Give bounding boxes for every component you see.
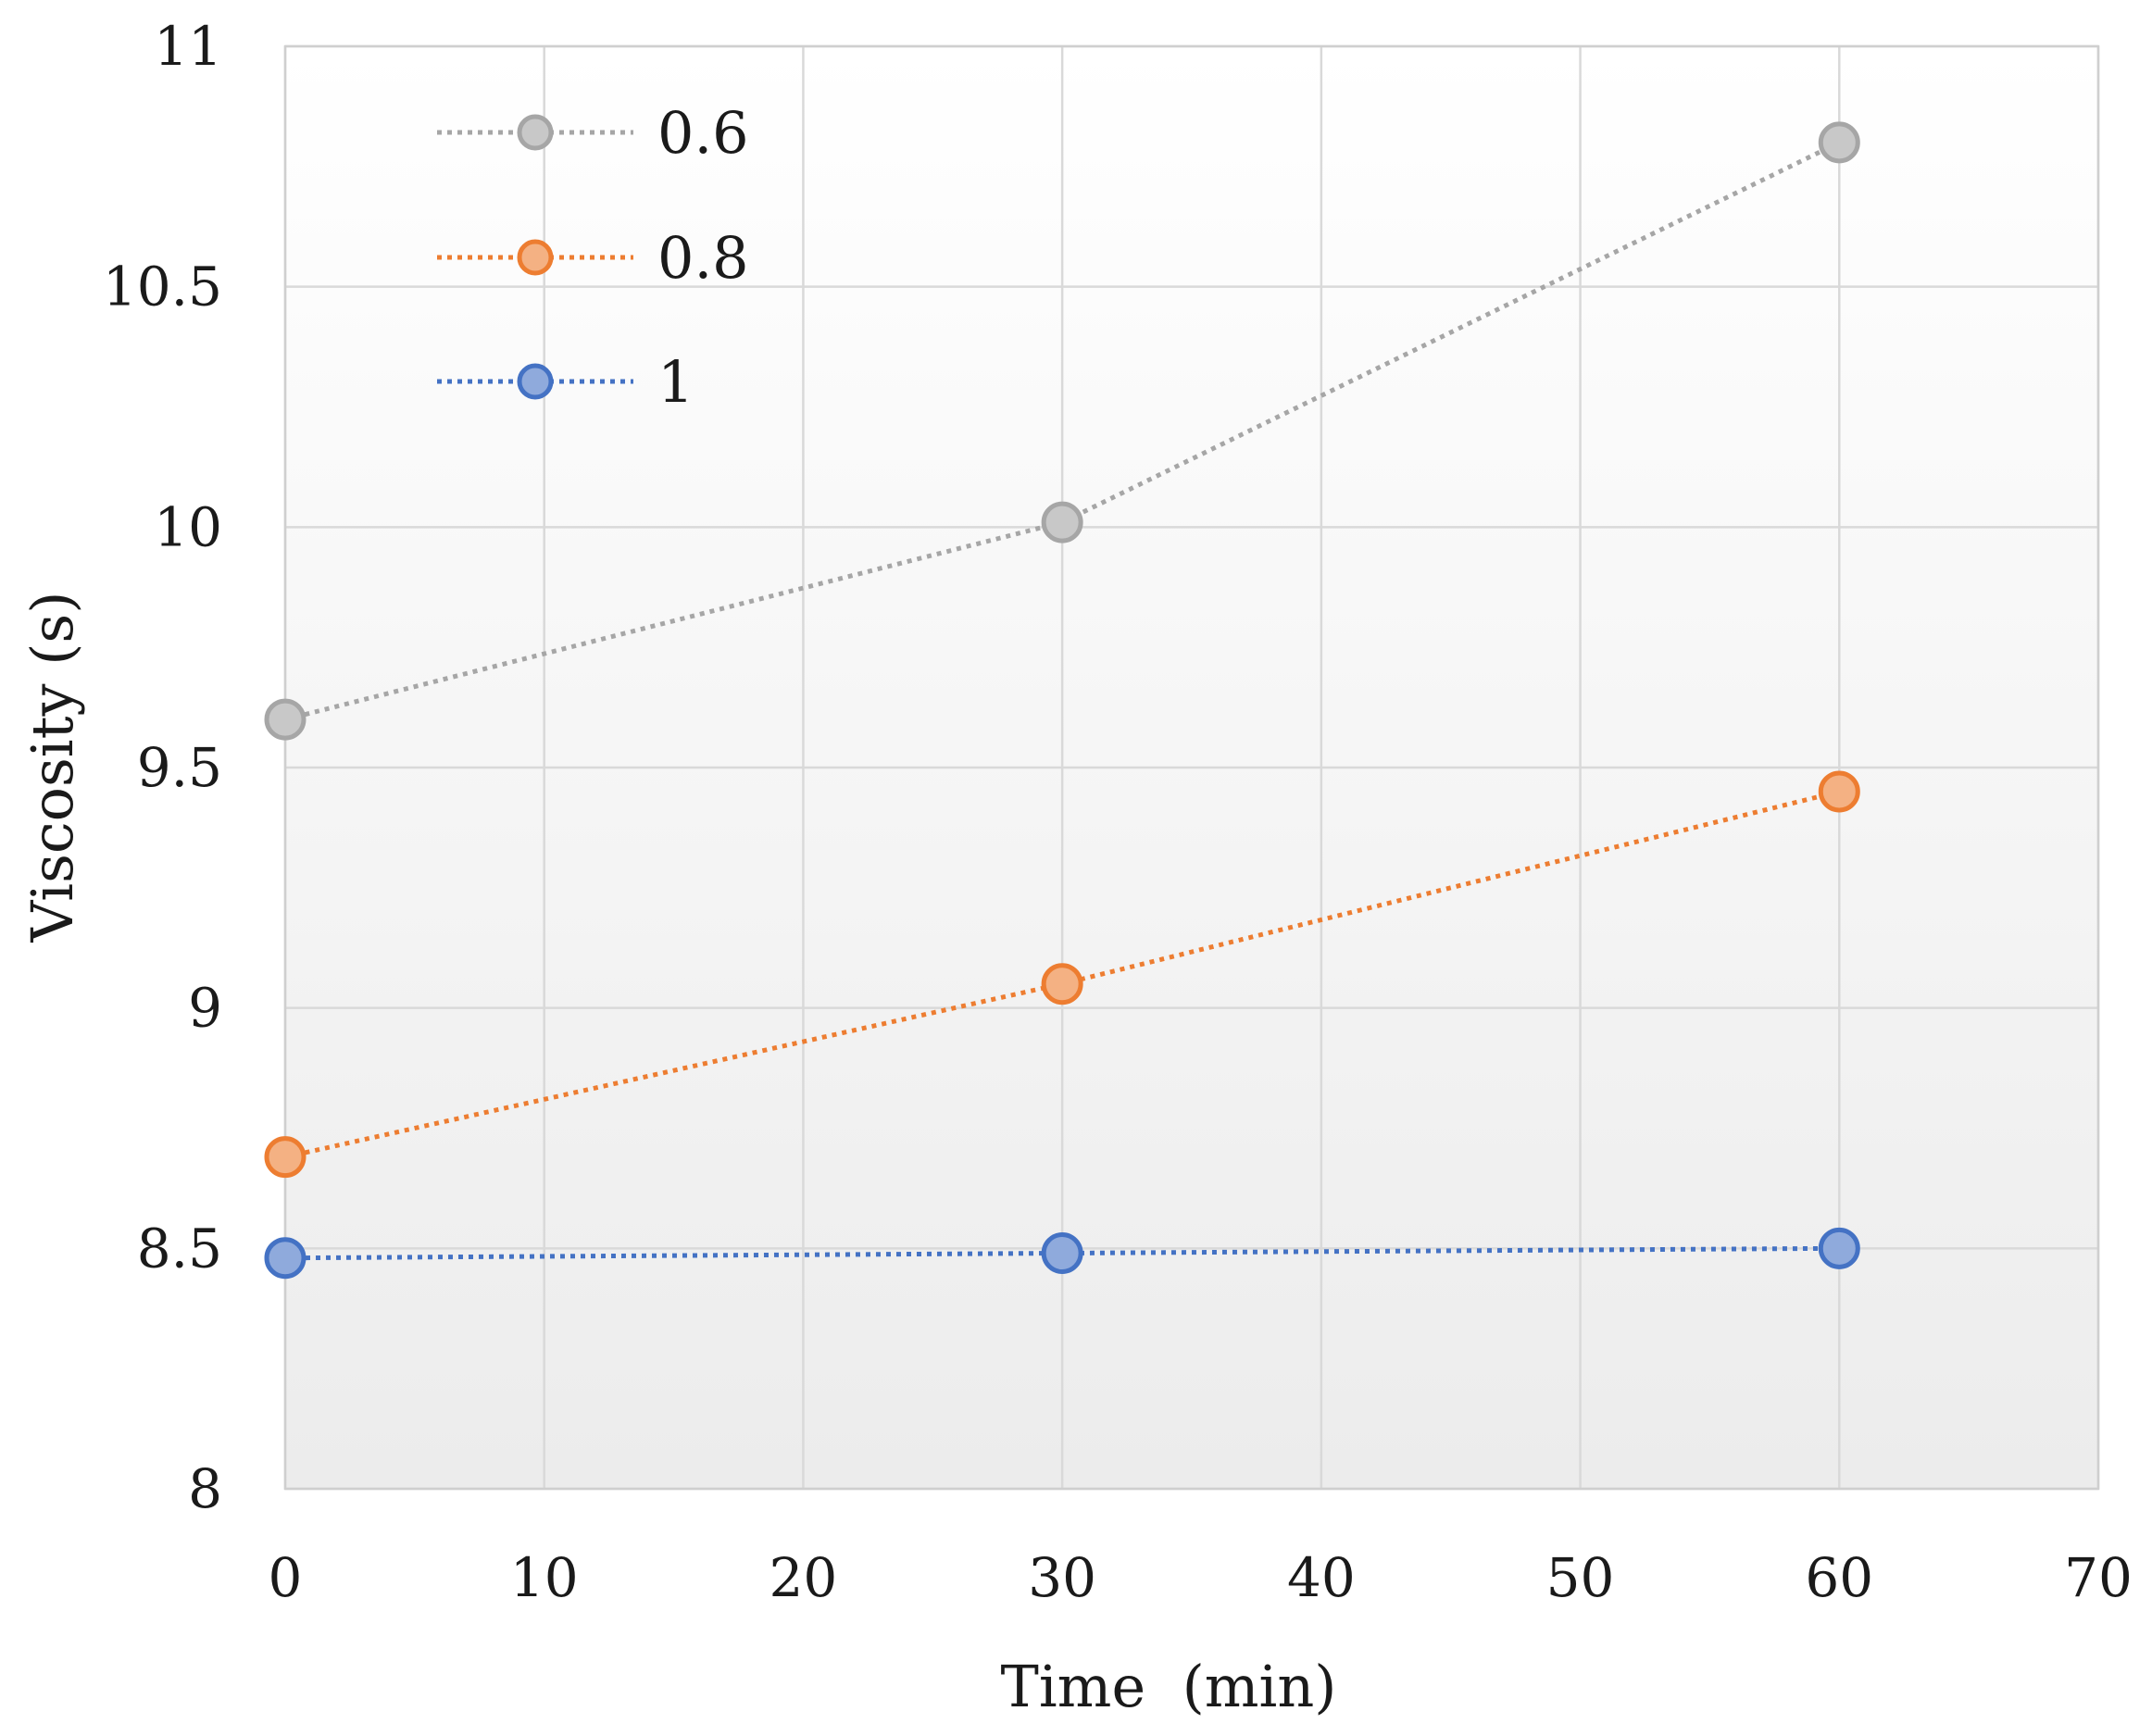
data-point	[264, 1136, 307, 1179]
legend-marker	[517, 239, 554, 276]
series-layer	[264, 121, 1860, 1280]
legend-label: 1	[657, 348, 694, 416]
data-point	[1041, 1232, 1083, 1275]
legend-label: 0.6	[657, 99, 749, 167]
y-tick-label: 11	[154, 15, 222, 78]
legend: 0.6 0.8 1	[437, 99, 749, 416]
data-point	[1041, 501, 1083, 543]
x-tick-label: 10	[510, 1546, 579, 1609]
y-tick-label: 9	[188, 977, 222, 1040]
data-point	[264, 698, 307, 741]
data-point	[264, 1237, 307, 1280]
x-axis-title: Time (min)	[1000, 1653, 1336, 1720]
plot-frame	[283, 44, 2100, 1491]
data-point	[1041, 963, 1083, 1005]
data-point	[1818, 121, 1860, 164]
y-tick-label: 9.5	[137, 736, 222, 799]
data-point	[1818, 770, 1860, 813]
x-tick-label: 30	[1028, 1546, 1096, 1609]
y-tick-label: 10	[154, 495, 222, 558]
legend-marker	[517, 363, 554, 400]
x-tick-label: 60	[1805, 1546, 1873, 1609]
x-tick-label: 0	[269, 1546, 303, 1609]
legend-marker	[517, 114, 554, 151]
y-tick-label: 8	[188, 1457, 222, 1520]
y-tick-label: 8.5	[137, 1217, 222, 1280]
data-point	[1818, 1227, 1860, 1269]
series-line	[284, 140, 1841, 722]
x-tick-label: 20	[769, 1546, 838, 1609]
y-axis-ticks: 8 8.5 9 9.5 10 10.5 11	[103, 15, 222, 1520]
legend-item: 0.8	[437, 224, 749, 292]
x-tick-label: 70	[2064, 1546, 2133, 1609]
legend-item: 1	[437, 348, 694, 416]
series-0-6	[264, 121, 1860, 741]
plot-border	[283, 44, 2100, 1491]
series-1	[264, 1227, 1860, 1280]
legend-item: 0.6	[437, 99, 749, 167]
y-tick-label: 10.5	[103, 256, 222, 318]
series-0-8	[264, 770, 1860, 1179]
x-tick-label: 50	[1546, 1546, 1615, 1609]
x-axis-ticks: 0 10 20 30 40 50 60 70	[269, 1546, 2133, 1609]
legend-label: 0.8	[657, 224, 749, 292]
y-axis-title: Viscosity (s)	[19, 592, 86, 943]
x-tick-label: 40	[1287, 1546, 1356, 1609]
